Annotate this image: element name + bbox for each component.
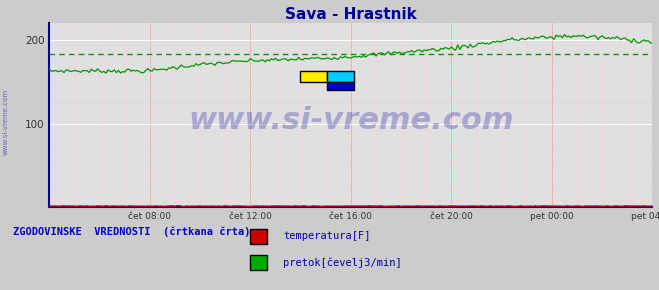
Text: www.si-vreme.com: www.si-vreme.com	[188, 106, 514, 135]
Text: pretok[čevelj3/min]: pretok[čevelj3/min]	[283, 257, 402, 268]
Text: www.si-vreme.com: www.si-vreme.com	[2, 89, 9, 155]
Text: ZGODOVINSKE  VREDNOSTI  (črtkana črta) :: ZGODOVINSKE VREDNOSTI (črtkana črta) :	[13, 226, 263, 237]
FancyBboxPatch shape	[327, 82, 354, 90]
Text: temperatura[F]: temperatura[F]	[283, 231, 371, 241]
FancyBboxPatch shape	[300, 70, 327, 82]
Title: Sava - Hrastnik: Sava - Hrastnik	[285, 7, 416, 22]
FancyBboxPatch shape	[327, 70, 354, 82]
